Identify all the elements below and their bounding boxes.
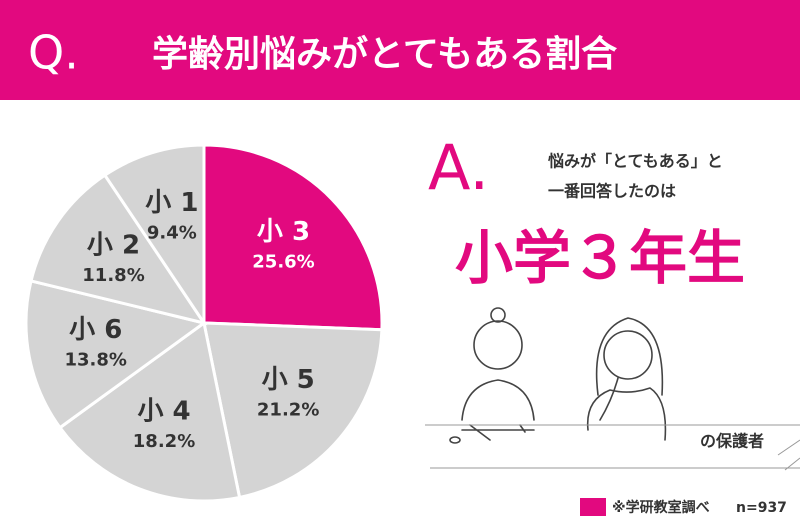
pie-slice [202,321,384,500]
answer-line: 一番回答したのは [548,182,676,201]
pie-slice [102,143,206,328]
value-label: 25.6% [252,251,314,272]
answer-line: 悩みが「とてもある」と [548,152,723,171]
pie-slice [29,173,208,326]
answer-marker: A. [428,131,489,204]
slice-label: 小 1 [145,188,198,218]
slice-label: 小 3 [257,217,310,247]
title-marker: Q. [28,26,79,80]
pie: 小 3 25.6% 小 5 21.2% 小 4 18.2% 小 6 13.8% 小 2 11.8%… [24,143,384,503]
value-label: 13.8% [65,349,127,370]
slice-label: 小 4 [137,396,190,426]
answer: 小学３年生 [455,224,745,292]
value-label: 9.4% [147,222,197,243]
illustration [425,307,800,471]
slice-label: 小 2 [87,230,140,260]
value-label: 21.2% [257,399,319,420]
chart-title: 学齢別悩みがとてもある割合 [152,33,617,75]
sample-size: n=937 [736,500,787,516]
source: ※学研教室調べ [612,499,710,516]
pie-slice [57,320,242,503]
value-label: 11.8% [82,265,144,286]
header-band [0,0,800,100]
figure-label: の保護者 [700,432,764,451]
slice-label: 小 6 [69,315,122,345]
slice-label: 小 5 [262,365,315,395]
pie-slice [202,143,384,332]
logo [580,498,606,516]
pie-slice [24,279,208,430]
value-label: 18.2% [133,431,195,452]
